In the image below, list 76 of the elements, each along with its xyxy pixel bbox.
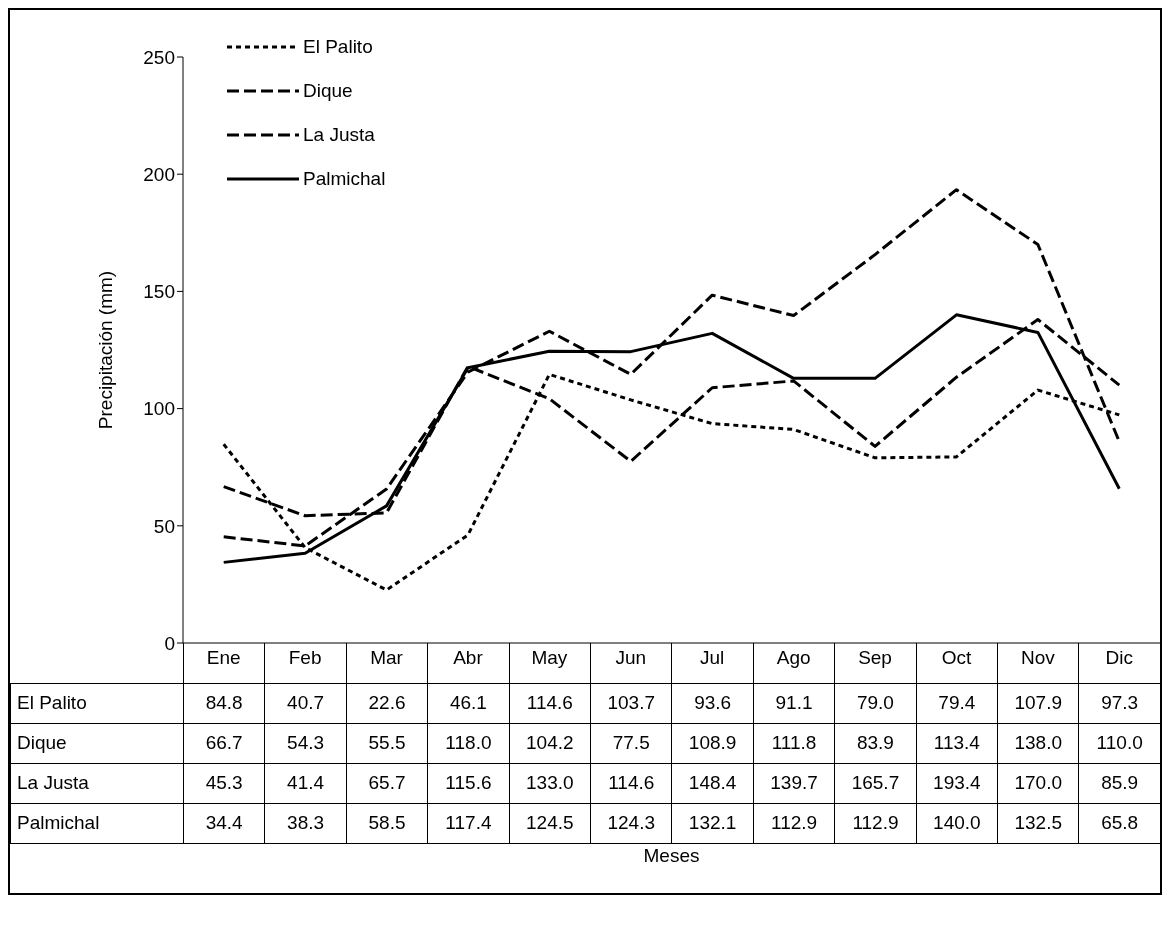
data-label: 34.4 [183, 803, 265, 843]
data-label: 114.6 [509, 683, 591, 723]
data-label: 83.9 [834, 723, 917, 763]
x-tick-label: Jul [700, 647, 725, 669]
data-label: 193.4 [916, 763, 998, 803]
x-tick-label: Sep [858, 647, 892, 669]
legend-label: Dique [303, 80, 353, 102]
data-label: 133.0 [509, 763, 591, 803]
data-label: 118.0 [427, 723, 510, 763]
x-tick-label: Jun [615, 647, 647, 669]
y-axis-title: Precipitación (mm) [94, 270, 116, 430]
y-tick-label: 0 [164, 632, 175, 654]
data-label: 54.3 [264, 723, 347, 763]
data-label: 114.6 [590, 763, 672, 803]
data-label: 140.0 [916, 803, 998, 843]
x-tick-label: Abr [453, 647, 484, 669]
data-label: 77.5 [590, 723, 672, 763]
data-label: 40.7 [264, 683, 347, 723]
data-label: 55.5 [346, 723, 428, 763]
x-tick-label: Oct [941, 647, 972, 669]
data-label: 138.0 [997, 723, 1079, 763]
legend-label: La Justa [303, 124, 375, 146]
data-label: 132.1 [671, 803, 754, 843]
data-label: 112.9 [834, 803, 917, 843]
data-label: 41.4 [264, 763, 347, 803]
text: Meses [642, 845, 701, 867]
data-label: 84.8 [183, 683, 265, 723]
x-tick-label: Nov [1020, 647, 1056, 669]
data-label: 113.4 [916, 723, 998, 763]
data-label: 104.2 [509, 723, 591, 763]
data-label: 108.9 [671, 723, 754, 763]
data-label: 66.7 [183, 723, 265, 763]
data-label: 124.5 [509, 803, 591, 843]
data-label: 79.4 [916, 683, 998, 723]
data-label: 97.3 [1078, 683, 1161, 723]
x-tick-label: May [531, 647, 568, 669]
text: La Justa [17, 772, 89, 793]
data-label: 107.9 [997, 683, 1079, 723]
data-label: 124.3 [590, 803, 672, 843]
y-tick-label: 250 [143, 46, 175, 68]
data-label: 22.6 [346, 683, 428, 723]
data-label: 38.3 [264, 803, 347, 843]
data-label: 112.9 [753, 803, 835, 843]
data-label: 111.8 [753, 723, 835, 763]
data-label: 148.4 [671, 763, 754, 803]
data-label: 132.5 [997, 803, 1079, 843]
data-label: 79.0 [834, 683, 917, 723]
text: El Palito [17, 692, 87, 713]
y-tick-label: 50 [153, 515, 175, 537]
data-label: 110.0 [1078, 723, 1161, 763]
legend-label: El Palito [303, 36, 373, 58]
data-label: 170.0 [997, 763, 1079, 803]
data-label: 65.8 [1078, 803, 1161, 843]
data-label: 46.1 [427, 683, 510, 723]
x-tick-label: Dic [1105, 647, 1134, 669]
x-tick-label: Feb [288, 647, 322, 669]
data-label: 58.5 [346, 803, 428, 843]
data-label: 65.7 [346, 763, 428, 803]
x-tick-label: Ene [206, 647, 241, 669]
y-tick-label: 200 [143, 163, 175, 185]
data-label: 117.4 [427, 803, 510, 843]
data-label: 103.7 [590, 683, 672, 723]
y-tick-label: 100 [143, 398, 175, 420]
text: Dique [17, 732, 67, 753]
data-label: 139.7 [753, 763, 835, 803]
legend-label: Palmichal [303, 168, 386, 190]
x-tick-label: Ago [776, 647, 811, 669]
y-tick-label: 150 [143, 281, 175, 303]
data-label: 85.9 [1078, 763, 1161, 803]
text: Palmichal [17, 812, 100, 833]
data-label: 91.1 [753, 683, 835, 723]
data-label: 115.6 [427, 763, 510, 803]
data-label: 93.6 [671, 683, 754, 723]
data-label: 165.7 [834, 763, 917, 803]
data-label: 45.3 [183, 763, 265, 803]
x-tick-label: Mar [370, 647, 404, 669]
